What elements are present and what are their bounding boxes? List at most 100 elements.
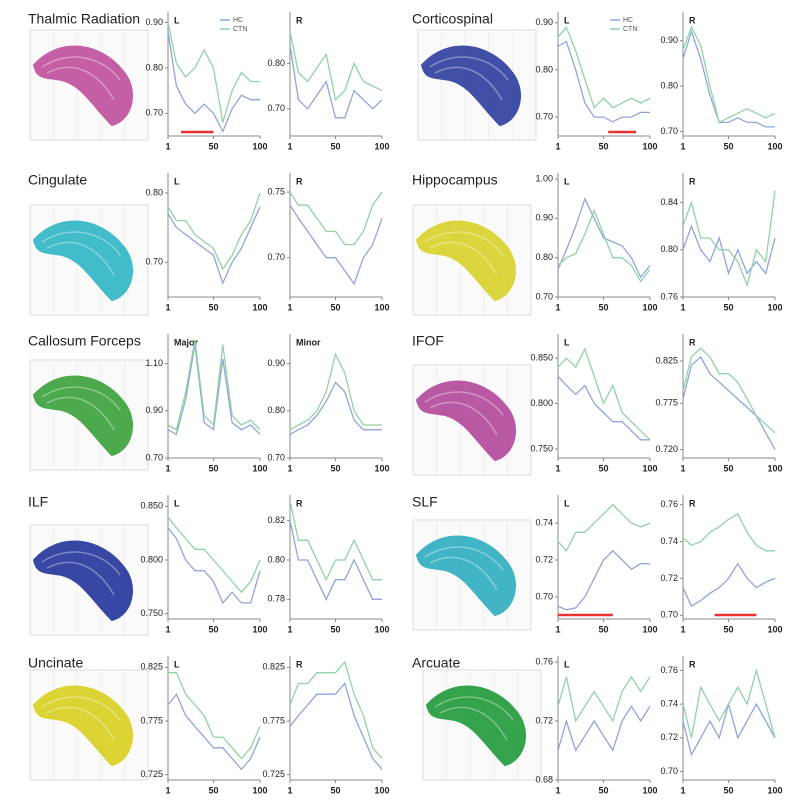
y-tick-label: 1.00 (535, 173, 553, 183)
x-tick-label: 1 (555, 141, 560, 151)
series-line (682, 355, 776, 450)
y-tick-label: 0.80 (535, 64, 553, 74)
y-tick-label: 0.720 (655, 444, 678, 454)
y-tick-label: 0.775 (140, 715, 163, 725)
x-tick-label: 100 (642, 624, 657, 634)
panel-label: Major (174, 337, 199, 347)
y-tick-label: 0.70 (145, 108, 163, 118)
x-tick-label: 50 (724, 624, 734, 634)
tract-fibers (429, 56, 509, 101)
x-tick-label: 50 (209, 302, 219, 312)
y-tick-label: 0.70 (267, 103, 285, 113)
y-tick-label: 0.80 (660, 244, 678, 254)
y-tick-label: 0.70 (535, 591, 553, 601)
x-tick-label: 50 (599, 302, 609, 312)
y-tick-label: 0.750 (140, 608, 163, 618)
series-line (682, 190, 776, 288)
y-tick-label: 0.70 (660, 610, 678, 620)
tract-image (422, 669, 542, 781)
tract-image (412, 364, 532, 476)
x-tick-label: 100 (374, 463, 389, 473)
y-tick-label: 0.725 (140, 769, 163, 779)
series-line (682, 29, 775, 128)
y-tick-label: 0.775 (262, 715, 285, 725)
y-tick-label: 0.74 (660, 536, 678, 546)
panel-label: L (174, 176, 180, 186)
x-tick-label: 100 (252, 141, 267, 151)
tract-image (29, 29, 149, 141)
tract-shape (32, 220, 133, 302)
x-tick-label: 100 (642, 302, 657, 312)
tract-title: Callosum Forceps (28, 333, 141, 349)
x-tick-label: 1 (680, 141, 685, 151)
panel-label: L (564, 498, 570, 508)
y-tick-label: 0.825 (262, 662, 285, 672)
series-line (557, 503, 651, 552)
series-line (682, 667, 776, 739)
x-tick-label: 100 (642, 785, 657, 795)
x-tick-label: 1 (287, 302, 292, 312)
tract-image (29, 359, 149, 471)
series-line (682, 347, 776, 434)
panel-label: L (564, 176, 570, 186)
y-tick-label: 0.75 (267, 186, 285, 196)
y-tick-label: 0.90 (145, 17, 163, 27)
series-line (557, 549, 650, 611)
tract-title: SLF (412, 494, 438, 510)
x-tick-label: 1 (680, 463, 685, 473)
y-tick-label: 0.80 (267, 554, 285, 564)
x-tick-label: 1 (287, 463, 292, 473)
y-tick-label: 0.70 (660, 126, 678, 136)
x-tick-label: 100 (374, 785, 389, 795)
y-tick-label: 0.850 (140, 501, 163, 511)
tract-shape (425, 685, 526, 767)
x-tick-label: 50 (209, 624, 219, 634)
y-tick-label: 0.80 (145, 62, 163, 72)
panel-label: L (174, 15, 180, 25)
panel-label: L (564, 337, 570, 347)
y-tick-label: 0.76 (660, 499, 678, 509)
series-line (557, 40, 650, 123)
y-tick-label: 0.70 (145, 257, 163, 267)
x-tick-label: 50 (209, 463, 219, 473)
tract-fibers (424, 231, 504, 276)
x-tick-label: 50 (331, 785, 341, 795)
tract-shape (32, 45, 133, 127)
panel-label: L (564, 659, 570, 669)
legend-label: HC (623, 17, 633, 24)
tract-shape (32, 685, 133, 767)
x-tick-label: 100 (252, 302, 267, 312)
tract-image (412, 519, 532, 631)
tract-image (29, 204, 149, 316)
y-tick-label: 0.72 (660, 573, 678, 583)
x-tick-label: 1 (165, 463, 170, 473)
tract-fibers (41, 696, 121, 741)
x-tick-label: 100 (767, 302, 782, 312)
series-line (289, 660, 383, 759)
y-tick-label: 0.80 (267, 58, 285, 68)
x-tick-label: 100 (252, 785, 267, 795)
series-line (289, 682, 383, 770)
series-line (557, 347, 651, 441)
tract-shape (415, 380, 516, 462)
x-tick-label: 1 (555, 785, 560, 795)
y-tick-label: 0.70 (535, 291, 553, 301)
x-tick-label: 100 (252, 624, 267, 634)
x-tick-label: 50 (724, 302, 734, 312)
x-tick-label: 100 (252, 463, 267, 473)
series-line (557, 26, 651, 109)
x-tick-label: 50 (599, 624, 609, 634)
panel-label: R (689, 498, 696, 508)
x-tick-label: 1 (165, 141, 170, 151)
panel-label: R (689, 659, 696, 669)
x-tick-label: 50 (724, 141, 734, 151)
x-tick-label: 50 (724, 785, 734, 795)
tract-fibers (41, 231, 121, 276)
x-tick-label: 50 (331, 141, 341, 151)
y-tick-label: 0.850 (530, 353, 553, 363)
x-tick-label: 100 (767, 141, 782, 151)
tract-shape (415, 535, 516, 617)
series-line (167, 339, 261, 431)
y-tick-label: 0.725 (262, 769, 285, 779)
legend-label: CTN (623, 26, 637, 33)
